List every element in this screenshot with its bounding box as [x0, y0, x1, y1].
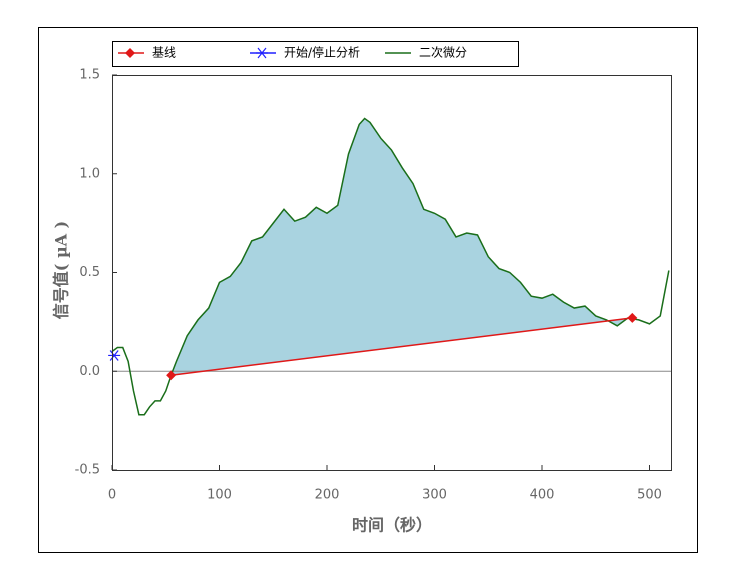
y-axis-title: 信号值( µA ) [52, 221, 71, 319]
y-tick-label: 1.0 [79, 166, 100, 181]
x-tick-label: 100 [207, 488, 232, 503]
x-tick-label: 500 [637, 488, 662, 503]
series-line [111, 117, 670, 416]
legend-label: 基线 [152, 46, 176, 60]
plot-area [108, 117, 671, 416]
x-axis-title: 时间（秒） [352, 516, 432, 535]
series-marker [108, 350, 121, 361]
series-marker [627, 312, 638, 323]
legend-marker [256, 47, 268, 59]
x-tick-label: 200 [315, 488, 340, 503]
y-tick-label: 0.0 [79, 364, 100, 379]
legend-label: 二次微分 [419, 46, 467, 60]
series-line [171, 317, 633, 376]
x-tick-label: 400 [530, 488, 555, 503]
y-tick-label: 1.5 [79, 68, 100, 83]
shaded-area [171, 118, 633, 376]
legend-label: 开始/停止分析 [284, 45, 360, 60]
x-tick-label: 0 [108, 488, 116, 503]
x-tick-label: 300 [422, 488, 447, 503]
legend [112, 41, 519, 67]
series-marker [166, 370, 177, 381]
y-tick-label: -0.5 [75, 463, 100, 478]
legend-marker [125, 48, 135, 58]
y-tick-label: 0.5 [79, 265, 100, 280]
